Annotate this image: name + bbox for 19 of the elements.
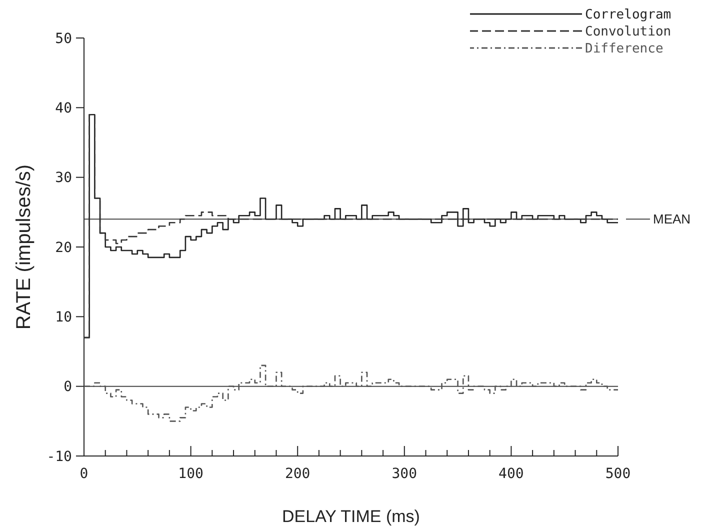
y-tick-label: 30 — [55, 170, 72, 186]
x-axis-title: DELAY TIME (ms) — [282, 507, 420, 526]
x-tick-label: 100 — [178, 466, 204, 482]
y-axis-title: RATE (impulses/s) — [13, 164, 35, 330]
y-tick-label: -10 — [46, 448, 72, 465]
text: Difference — [585, 42, 664, 57]
x-tick-label: 400 — [498, 466, 524, 482]
y-tick-label: 50 — [55, 30, 72, 47]
ref-line-label: MEAN — [653, 212, 691, 227]
y-tick-label: 0 — [64, 379, 72, 396]
x-tick-label: 200 — [284, 466, 310, 482]
text: Convolution — [585, 24, 672, 40]
x-tick-label: 300 — [392, 466, 418, 482]
text: Correlogram — [585, 8, 672, 23]
y-tick-label: 40 — [55, 100, 72, 117]
y-tick-label: 10 — [55, 310, 72, 326]
x-tick-label: 500 — [605, 466, 631, 482]
y-tick-label: 20 — [55, 240, 72, 256]
x-tick-label: 0 — [80, 466, 88, 482]
